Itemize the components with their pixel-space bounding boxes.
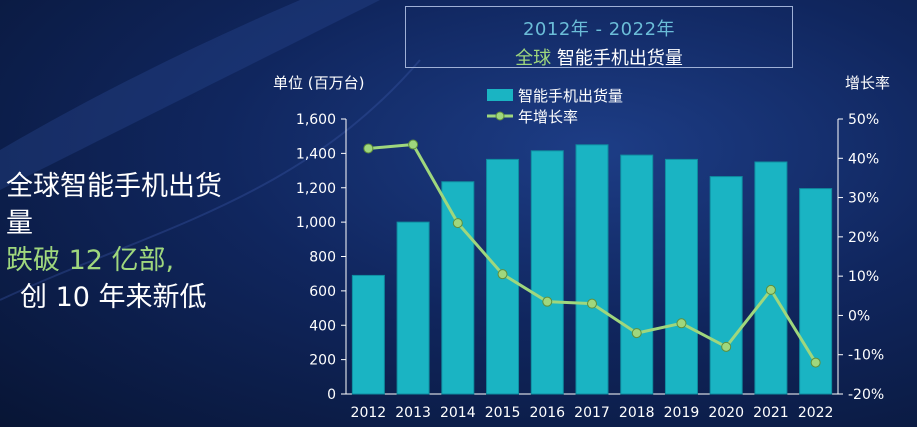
x-tick-label: 2013 [395, 405, 431, 421]
growth-point-2018 [631, 328, 642, 339]
y-right-tick-label: 0% [848, 308, 870, 324]
y-left-tick-label: 1,600 [296, 112, 336, 128]
bar-2012 [351, 274, 385, 395]
bar-2016 [530, 150, 564, 395]
chart-title-main: 全球 智能手机出货量 [406, 44, 792, 70]
y-left-tick-label: 1,200 [296, 181, 336, 197]
headline-line3: 创 10 年来新低 [20, 282, 207, 313]
bar-series [351, 144, 833, 395]
y-right-tick-label: -20% [848, 387, 884, 403]
bar-2013 [396, 221, 430, 395]
growth-point-2020 [721, 341, 732, 352]
x-tick-label: 2016 [529, 405, 565, 421]
bar-2017 [575, 144, 609, 395]
y-left-tick-label: 1,000 [296, 215, 336, 231]
growth-point-2021 [765, 284, 776, 295]
legend-line-marker [495, 111, 505, 121]
y-left-tick-label: 600 [309, 284, 336, 300]
growth-point-2017 [587, 298, 597, 309]
bar-2021 [754, 161, 788, 395]
legend-bar-swatch [487, 89, 513, 101]
chart-title-text: 智能手机出货量 [556, 48, 683, 69]
y-right-tick-label: 40% [848, 151, 879, 167]
headline-line2-prefix: 量 [6, 208, 33, 239]
y-axis-left-label: 单位 (百万台) [273, 74, 364, 92]
growth-point-2014 [452, 218, 463, 229]
growth-point-2015 [497, 269, 508, 280]
tick-labels: 0 200 400 600 800 1,000 1,200 1,400 1,600 -20% -10… [296, 112, 884, 421]
growth-point-2022 [810, 357, 821, 368]
y-right-tick-label: 20% [848, 230, 879, 246]
chart-legend: 智能手机出货量 年增长率 [487, 87, 623, 126]
legend-bar-label: 智能手机出货量 [518, 87, 623, 105]
bar-2014 [441, 181, 475, 395]
x-tick-label: 2012 [351, 405, 387, 421]
y-left-tick-label: 0 [327, 387, 336, 403]
chart-title-box: 2012年 - 2022年 全球 智能手机出货量 [405, 6, 793, 70]
x-tick-label: 2020 [708, 405, 744, 421]
growth-point-2016 [542, 296, 553, 307]
growth-point-2013 [408, 139, 419, 150]
headline: 全球智能手机出货 量跌破 12 亿部, 创 10 年来新低 [6, 168, 276, 316]
y-left-tick-label: 200 [309, 353, 336, 369]
headline-line2-highlight: 跌破 12 亿部, [6, 245, 175, 276]
bar-2018 [620, 154, 654, 395]
y-right-tick-label: 50% [848, 112, 879, 128]
x-tick-label: 2021 [753, 405, 789, 421]
x-tick-label: 2018 [619, 405, 655, 421]
x-tick-label: 2022 [798, 405, 834, 421]
chart-title-years: 2012年 - 2022年 [522, 19, 676, 40]
bar-2019 [664, 158, 698, 395]
y-right-tick-label: 10% [848, 269, 879, 285]
y-left-tick-label: 1,400 [296, 146, 336, 162]
growth-point-2012 [363, 143, 374, 154]
legend-line-label: 年增长率 [518, 108, 578, 126]
x-tick-label: 2015 [485, 405, 521, 421]
y-left-tick-label: 400 [309, 318, 336, 334]
growth-line-series [363, 139, 821, 368]
x-tick-label: 2014 [440, 405, 476, 421]
y-right-tick-label: 30% [848, 191, 879, 207]
growth-point-2019 [676, 318, 687, 329]
y-left-tick-label: 800 [309, 250, 336, 266]
headline-line1: 全球智能手机出货 [6, 171, 222, 202]
chart-title-prefix: 全球 [515, 48, 552, 69]
x-tick-label: 2019 [664, 405, 700, 421]
bar-2020 [709, 176, 743, 395]
y-axis-right-label: 增长率 [845, 74, 890, 92]
x-tick-label: 2017 [574, 405, 610, 421]
headline-line2: 量跌破 12 亿部, [6, 205, 276, 279]
y-right-tick-label: -10% [848, 348, 884, 364]
